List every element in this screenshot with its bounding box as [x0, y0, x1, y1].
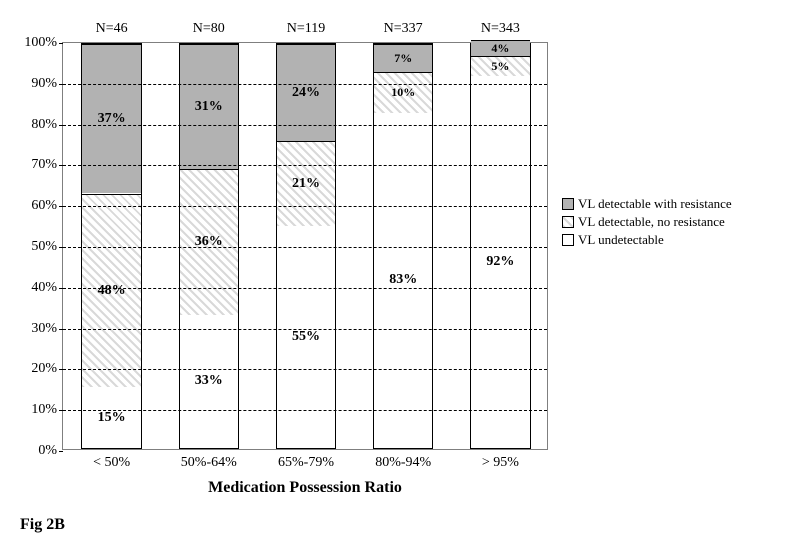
y-tick-mark	[59, 410, 63, 411]
bar-segment-undetectable: 92%	[471, 76, 529, 448]
bar-segment-label: 33%	[195, 373, 223, 389]
bar: 55% 21% 24%	[276, 43, 336, 449]
legend: VL detectable with resistance VL detectab…	[562, 196, 732, 250]
bar: 92% 5% 4%	[470, 43, 530, 449]
bar-segment-no_resistance: 5%	[471, 56, 529, 76]
legend-label: VL detectable, no resistance	[578, 214, 725, 230]
gridline	[63, 329, 547, 330]
y-tick-label: 80%	[31, 117, 57, 133]
bar-segment-no_resistance: 48%	[82, 194, 140, 388]
y-tick-mark	[59, 165, 63, 166]
n-label: N=337	[384, 21, 423, 37]
y-tick-label: 100%	[24, 35, 57, 51]
y-tick-label: 30%	[31, 321, 57, 337]
bar-segment-label: 55%	[292, 329, 320, 345]
legend-item: VL undetectable	[562, 232, 732, 248]
bar-segment-with_resistance: 4%	[471, 40, 529, 56]
bar-segment-with_resistance: 37%	[82, 44, 140, 193]
bar: 33% 36% 31%	[179, 43, 239, 449]
y-tick-mark	[59, 288, 63, 289]
y-tick-mark	[59, 369, 63, 370]
y-tick-mark	[59, 125, 63, 126]
y-tick-label: 90%	[31, 76, 57, 92]
bar-segment-label: 21%	[292, 176, 320, 192]
gridline	[63, 247, 547, 248]
bar-segment-no_resistance: 10%	[374, 72, 432, 112]
n-label: N=119	[287, 21, 326, 37]
bar-segment-label: 92%	[486, 254, 514, 270]
bar-segment-label: 24%	[292, 85, 320, 101]
x-tick-label: < 50%	[93, 455, 130, 471]
y-tick-mark	[59, 43, 63, 44]
gridline	[63, 410, 547, 411]
bar-segment-undetectable: 33%	[180, 315, 238, 448]
x-tick-label: 80%-94%	[375, 455, 431, 471]
y-tick-mark	[59, 84, 63, 85]
bar-segment-with_resistance: 7%	[374, 44, 432, 72]
bar-segment-label: 83%	[389, 272, 417, 288]
bar-segment-label: 15%	[98, 410, 126, 426]
y-tick-label: 60%	[31, 198, 57, 214]
gridline	[63, 288, 547, 289]
y-tick-label: 0%	[38, 443, 57, 459]
y-tick-mark	[59, 206, 63, 207]
gridline	[63, 206, 547, 207]
y-tick-label: 40%	[31, 280, 57, 296]
bar-segment-label: 36%	[195, 234, 223, 250]
bar: 15% 48% 37%	[81, 43, 141, 449]
bar-segment-undetectable: 55%	[277, 226, 335, 448]
x-tick-label: 50%-64%	[181, 455, 237, 471]
bar-segment-no_resistance: 36%	[180, 169, 238, 314]
bar-segment-label: 10%	[391, 85, 415, 100]
x-axis-title: Medication Possession Ratio	[208, 479, 402, 497]
bar-segment-label: 4%	[491, 41, 509, 56]
n-label: N=46	[96, 21, 128, 37]
n-label: N=343	[481, 21, 520, 37]
n-label: N=80	[193, 21, 225, 37]
legend-label: VL undetectable	[578, 232, 664, 248]
bar-segment-with_resistance: 24%	[277, 44, 335, 141]
bar-segment-label: 48%	[98, 283, 126, 299]
plot-area: 15% 48% 37% 33% 36% 31% 55% 21% 24% 83% 10% 7% 92% 5%…	[62, 42, 548, 450]
bar-segment-label: 7%	[394, 51, 412, 66]
bars-row: 15% 48% 37% 33% 36% 31% 55% 21% 24% 83% 10% 7% 92% 5%…	[63, 43, 547, 449]
gridline	[63, 369, 547, 370]
y-tick-label: 70%	[31, 157, 57, 173]
y-tick-mark	[59, 247, 63, 248]
y-tick-label: 20%	[31, 361, 57, 377]
figure-caption: Fig 2B	[20, 516, 65, 534]
bar-segment-label: 31%	[195, 99, 223, 115]
legend-label: VL detectable with resistance	[578, 196, 732, 212]
legend-swatch	[562, 234, 574, 246]
legend-item: VL detectable with resistance	[562, 196, 732, 212]
bar-segment-undetectable: 15%	[82, 387, 140, 448]
x-tick-label: > 95%	[482, 455, 519, 471]
legend-item: VL detectable, no resistance	[562, 214, 732, 230]
gridline	[63, 125, 547, 126]
bar-segment-label: 5%	[491, 59, 509, 74]
chart-container: 15% 48% 37% 33% 36% 31% 55% 21% 24% 83% 10% 7% 92% 5%…	[0, 0, 800, 546]
gridline	[63, 165, 547, 166]
legend-swatch	[562, 198, 574, 210]
y-tick-label: 10%	[31, 402, 57, 418]
legend-swatch	[562, 216, 574, 228]
bar-segment-no_resistance: 21%	[277, 141, 335, 226]
y-tick-mark	[59, 329, 63, 330]
bar-segment-undetectable: 83%	[374, 113, 432, 448]
bar-segment-with_resistance: 31%	[180, 44, 238, 169]
x-tick-label: 65%-79%	[278, 455, 334, 471]
bar: 83% 10% 7%	[373, 43, 433, 449]
y-tick-label: 50%	[31, 239, 57, 255]
gridline	[63, 84, 547, 85]
y-tick-mark	[59, 451, 63, 452]
